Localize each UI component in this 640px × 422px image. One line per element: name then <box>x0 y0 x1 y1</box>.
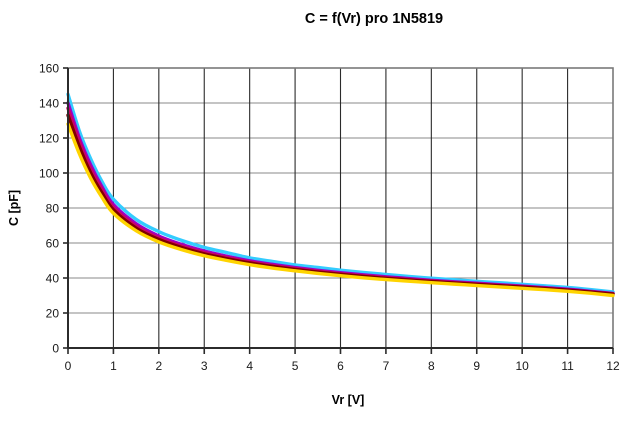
x-axis-ticks: 0 1 2 3 4 5 6 7 8 9 10 11 12 <box>65 348 620 373</box>
y-tick-label: 160 <box>39 62 59 76</box>
y-tick-label: 100 <box>39 167 59 181</box>
x-tick-label: 9 <box>473 359 480 373</box>
y-tick-label: 140 <box>39 97 59 111</box>
y-tick-label: 40 <box>46 272 60 286</box>
y-tick-label: 20 <box>46 307 60 321</box>
x-tick-label: 4 <box>246 359 253 373</box>
x-tick-label: 8 <box>428 359 435 373</box>
x-tick-label: 0 <box>65 359 72 373</box>
series-line <box>66 122 615 298</box>
series-line <box>66 92 615 294</box>
data-series-group <box>66 92 615 298</box>
y-tick-label: 120 <box>39 132 59 146</box>
x-axis-title: Vr [V] <box>332 393 365 407</box>
y-tick-label: 0 <box>52 342 59 356</box>
x-tick-label: 12 <box>606 359 620 373</box>
x-tick-label: 1 <box>110 359 117 373</box>
x-tick-label: 6 <box>337 359 344 373</box>
y-tick-label: 60 <box>46 237 60 251</box>
chart-title: C = f(Vr) pro 1N5819 <box>305 11 443 27</box>
y-axis-ticks: 0 20 40 60 80 100 120 140 160 <box>39 62 68 356</box>
y-tick-label: 80 <box>46 202 60 216</box>
x-tick-label: 11 <box>561 359 574 373</box>
x-tick-label: 7 <box>383 359 390 373</box>
y-axis-title: C [pF] <box>7 190 21 226</box>
x-tick-label: 2 <box>155 359 162 373</box>
x-tick-label: 10 <box>515 359 529 373</box>
x-tick-label: 3 <box>201 359 208 373</box>
x-tick-label: 5 <box>292 359 299 373</box>
